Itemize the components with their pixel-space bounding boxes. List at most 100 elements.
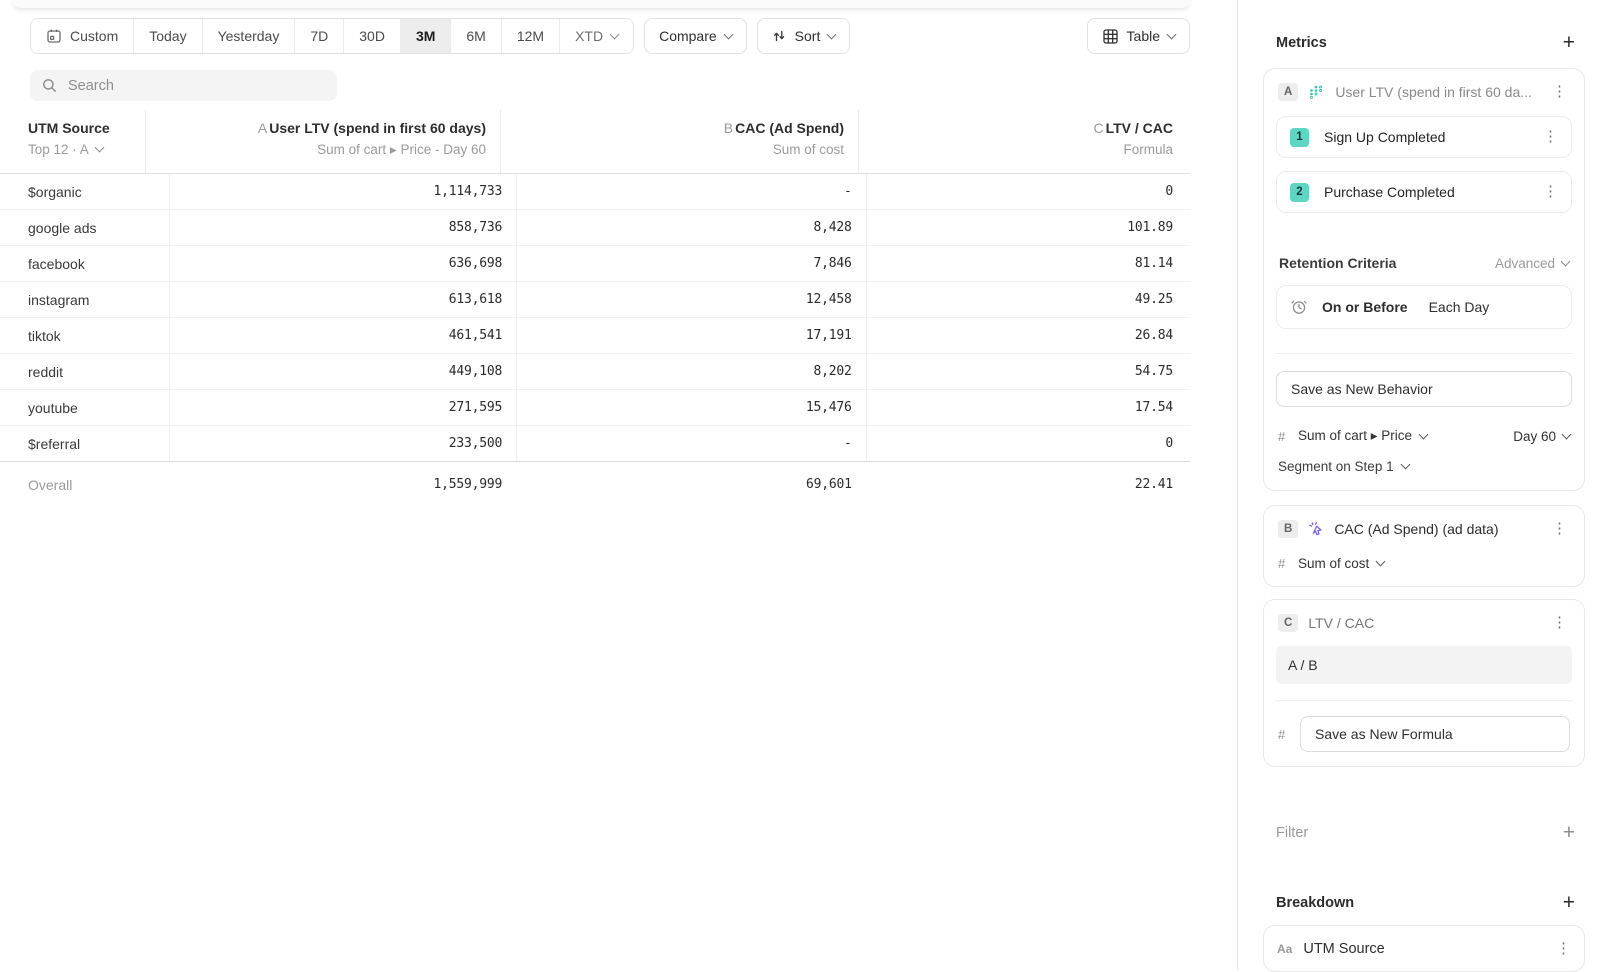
filter-section-header: Filter +: [1263, 821, 1585, 844]
date-range-yesterday[interactable]: Yesterday: [202, 19, 296, 53]
sort-button[interactable]: Sort: [756, 18, 851, 54]
metric-card-c: C LTV / CAC ⋮ A / B # Save as New Formul…: [1263, 599, 1585, 767]
date-range-today[interactable]: Today: [134, 19, 203, 53]
search-input[interactable]: [66, 76, 325, 95]
table-row[interactable]: google ads 858,736 8,428 101.89: [0, 210, 1190, 246]
table-row[interactable]: youtube 271,595 15,476 17.54: [0, 390, 1190, 426]
add-breakdown-button[interactable]: +: [1562, 891, 1575, 914]
chevron-down-icon: [1560, 256, 1571, 266]
alarm-clock-icon: [1291, 300, 1307, 314]
measure-row: # Sum of cost: [1276, 556, 1572, 571]
date-range-3m-selected[interactable]: 3M: [400, 19, 452, 53]
card-divider: [1275, 353, 1573, 354]
add-filter-button[interactable]: +: [1562, 821, 1575, 844]
string-property-icon: Aa: [1277, 941, 1293, 956]
table-row[interactable]: $organic 1,114,733 - 0: [0, 174, 1190, 210]
kebab-menu-icon[interactable]: ⋮: [1552, 83, 1567, 100]
date-range-label: Custom: [70, 28, 119, 44]
breakdown-item-label: UTM Source: [1303, 940, 1385, 957]
chevron-down-icon: [94, 142, 105, 153]
metric-c-title: LTV / CAC: [1308, 615, 1375, 631]
table-row[interactable]: tiktok 461,541 17,191 26.84: [0, 318, 1190, 354]
kebab-menu-icon[interactable]: ⋮: [1543, 128, 1558, 145]
metric-b-header[interactable]: B CAC (Ad Spend) (ad data) ⋮: [1276, 518, 1572, 540]
funnel-step-2[interactable]: 2 Purchase Completed ⋮: [1276, 171, 1572, 213]
chevron-down-icon: [1400, 459, 1411, 470]
query-builder-panel: Metrics + A User LTV (spend in first 60 …: [1263, 0, 1585, 972]
column-header-a[interactable]: A User LTV (spend in first 60 days) Sum o…: [145, 110, 500, 173]
table-grid-icon: [1102, 28, 1118, 44]
row-header-title: UTM Source: [28, 120, 110, 136]
metric-c-header[interactable]: C LTV / CAC ⋮: [1276, 612, 1572, 634]
step-number-badge: 1: [1290, 127, 1309, 147]
metrics-title: Metrics: [1276, 35, 1327, 51]
kebab-menu-icon[interactable]: ⋮: [1552, 614, 1567, 631]
compare-button[interactable]: Compare: [644, 18, 747, 54]
chevron-down-icon: [1375, 556, 1386, 567]
column-header-b[interactable]: B CAC (Ad Spend) Sum of cost: [500, 110, 858, 173]
window-selector[interactable]: Day 60: [1513, 429, 1572, 444]
kebab-menu-icon[interactable]: ⋮: [1552, 520, 1567, 537]
date-range-7d[interactable]: 7D: [295, 19, 345, 53]
retention-condition-row[interactable]: On or Before Each Day: [1276, 285, 1572, 329]
scrolled-card-edge: [12, 0, 1190, 8]
step-number-badge: 2: [1290, 182, 1309, 202]
filter-title: Filter: [1276, 825, 1309, 841]
search-icon: [43, 79, 56, 92]
chevron-down-icon: [723, 29, 734, 39]
metric-key-badge: A: [1278, 83, 1299, 101]
date-range-6m[interactable]: 6M: [451, 19, 502, 53]
metric-key-badge: B: [1278, 520, 1299, 538]
date-range-selector: Custom Today Yesterday 7D 30D 3M 6M 12M …: [30, 18, 635, 54]
measure-property-selector[interactable]: Sum of cart ▸ Price: [1298, 428, 1413, 443]
metric-b-title: CAC (Ad Spend) (ad data): [1334, 521, 1499, 537]
table-row[interactable]: instagram 613,618 12,458 49.25: [0, 282, 1190, 318]
table-row[interactable]: reddit 449,108 8,202 54.75: [0, 354, 1190, 390]
table-header-row: UTM Source Top 12 · A A User LTV (spend i…: [0, 110, 1190, 174]
behavioral-metric-icon: [1310, 85, 1323, 99]
chevron-down-icon: [1166, 29, 1177, 39]
save-as-new-formula-button[interactable]: Save as New Formula: [1300, 716, 1570, 752]
measure-property-selector[interactable]: Sum of cost: [1298, 556, 1370, 571]
kebab-menu-icon[interactable]: ⋮: [1543, 183, 1558, 200]
date-range-custom[interactable]: Custom: [31, 19, 135, 53]
chevron-down-icon: [609, 29, 620, 39]
top-n-selector[interactable]: Top 12 · A: [28, 139, 145, 160]
date-range-xtd[interactable]: XTD: [560, 19, 634, 53]
breakdown-item-utm-source[interactable]: Aa UTM Source ⋮: [1263, 925, 1585, 972]
table-row[interactable]: facebook 636,698 7,846 81.14: [0, 246, 1190, 282]
search-bar[interactable]: [30, 70, 337, 101]
numeric-property-icon: #: [1278, 556, 1286, 571]
save-formula-row: # Save as New Formula: [1276, 716, 1572, 754]
metrics-section-header: Metrics +: [1263, 31, 1585, 54]
column-header-c[interactable]: C LTV / CAC Formula: [858, 110, 1190, 173]
step-label: Purchase Completed: [1324, 184, 1455, 200]
retention-unit: Each Day: [1428, 299, 1490, 315]
metric-card-a: A User LTV (spend in first 60 da... ⋮ 1 …: [1263, 68, 1585, 491]
date-range-12m[interactable]: 12M: [501, 19, 561, 53]
retention-criteria-header: Retention Criteria Advanced: [1276, 255, 1572, 271]
retention-mode-selector[interactable]: Advanced: [1495, 256, 1571, 271]
kebab-menu-icon[interactable]: ⋮: [1556, 939, 1571, 957]
funnel-step-1[interactable]: 1 Sign Up Completed ⋮: [1276, 116, 1572, 158]
retention-when: On or Before: [1322, 299, 1408, 315]
table-row[interactable]: $referral 233,500 - 0: [0, 426, 1190, 462]
view-selector-button[interactable]: Table: [1086, 18, 1190, 54]
save-as-new-behavior-button[interactable]: Save as New Behavior: [1276, 371, 1572, 407]
segment-on-step-selector[interactable]: Segment on Step 1: [1276, 459, 1572, 478]
date-range-30d[interactable]: 30D: [344, 19, 401, 53]
chevron-down-icon: [1561, 429, 1572, 439]
sort-arrows-icon: [773, 30, 784, 42]
calendar-icon: [47, 29, 61, 43]
measure-row: # Sum of cart ▸ Price Day 60: [1276, 428, 1572, 444]
metric-key-badge: C: [1278, 614, 1299, 632]
metric-a-header[interactable]: A User LTV (spend in first 60 da... ⋮: [1276, 81, 1572, 103]
chevron-down-icon: [826, 29, 837, 39]
card-divider: [1275, 700, 1573, 701]
add-metric-button[interactable]: +: [1562, 31, 1575, 54]
numeric-property-icon: #: [1278, 726, 1286, 742]
formula-input[interactable]: A / B: [1276, 646, 1572, 684]
chevron-down-icon: [1418, 429, 1429, 439]
spark-event-icon: [1309, 522, 1322, 536]
